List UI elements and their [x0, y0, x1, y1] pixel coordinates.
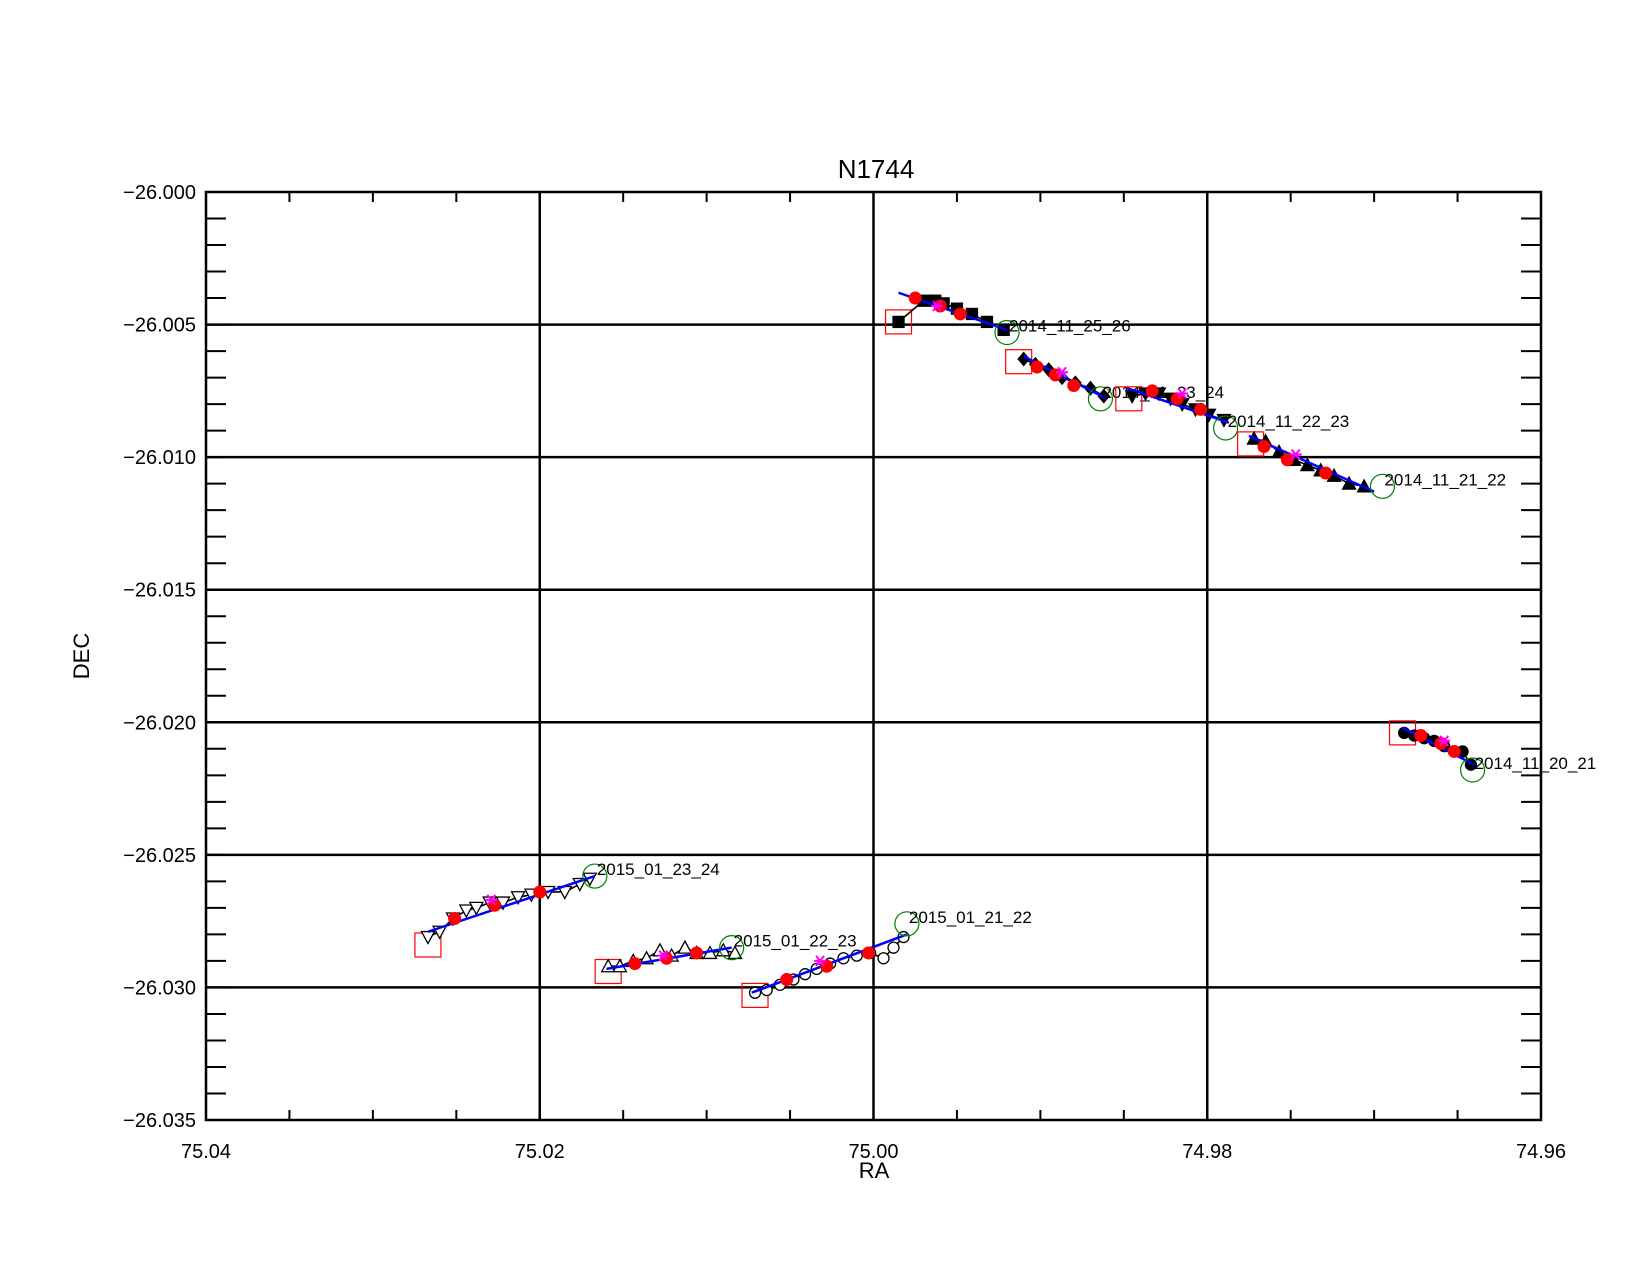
y-tick-label: −26.010 — [123, 447, 196, 469]
y-tick-label: −26.000 — [123, 182, 196, 204]
series-2015_01_22_23: 2015_01_22_23 — [594, 932, 857, 985]
data-point — [892, 315, 905, 329]
end-circle — [1213, 415, 1239, 441]
end-circle — [994, 319, 1020, 346]
red-point — [628, 957, 642, 971]
end-circle — [1087, 386, 1114, 412]
y-tick-labels: −26.000 −26.005 −26.010 −26.015 −26.020 −26.0… — [123, 182, 196, 1132]
end-circle — [1369, 473, 1396, 499]
end-circle — [719, 935, 745, 961]
magenta-marker — [814, 955, 827, 967]
series-2014_11_21_22: 2014_11_21_22 — [1237, 430, 1506, 499]
red-point — [1414, 729, 1428, 743]
data-point — [877, 952, 890, 965]
magenta-stroke — [932, 300, 942, 312]
red-point — [908, 291, 922, 305]
series-label: 2015_01_23_24 — [597, 860, 720, 879]
series-label: 2014_11_25_26 — [1009, 317, 1131, 336]
x-tick-label: 74.96 — [1516, 1141, 1566, 1163]
axis-ticks — [205, 191, 1542, 1121]
start-box — [884, 309, 913, 335]
magenta-stroke — [1439, 735, 1449, 747]
series-label: 2015_01_22_23 — [734, 932, 857, 951]
y-tick-label: −26.035 — [123, 1110, 196, 1132]
data-point — [458, 904, 474, 919]
data-point — [727, 945, 743, 960]
end-circle — [582, 863, 608, 889]
y-tick-label: −26.020 — [123, 712, 196, 734]
red-point — [820, 959, 834, 973]
x-tick-label: 74.98 — [1182, 1141, 1232, 1163]
red-point — [1194, 402, 1208, 416]
chart-title: N1744 — [838, 154, 915, 184]
y-axis-label: DEC — [69, 633, 94, 680]
fit-line — [1126, 387, 1230, 424]
end-circle — [1459, 757, 1486, 783]
red-point — [448, 911, 462, 925]
series-2014_11_25_26: 2014_11_25_26 — [884, 291, 1131, 346]
magenta-stroke — [658, 949, 669, 962]
magenta-marker — [1056, 366, 1069, 378]
series-layer: 2014_11_25_26 2014_11_23_242014_11_22_23 2… — [414, 291, 1597, 1008]
red-point — [1257, 440, 1271, 454]
magenta-stroke — [1177, 387, 1187, 400]
magenta-stroke — [815, 955, 825, 967]
series-2015_01_21_22: 2015_01_21_22 — [741, 908, 1032, 1008]
x-tick-label: 75.04 — [181, 1141, 231, 1163]
y-tick-label: −26.005 — [123, 315, 196, 337]
data-point — [468, 901, 484, 916]
magenta-stroke — [1057, 366, 1067, 378]
red-point — [1067, 379, 1081, 393]
magenta-marker — [1289, 448, 1302, 461]
red-point — [1030, 360, 1044, 374]
series-label: 2015_01_21_22 — [909, 908, 1032, 927]
red-point — [1145, 384, 1159, 398]
data-point — [510, 891, 526, 906]
red-point — [861, 946, 875, 960]
magenta-stroke — [486, 894, 497, 906]
magenta-marker — [1438, 735, 1451, 747]
end-circle — [894, 911, 920, 937]
series-label: 2014_11_21_22 — [1384, 470, 1506, 489]
data-point — [677, 939, 693, 954]
grid-lines — [206, 192, 1541, 1120]
series-2014_11_22_23: 2014_11_22_23 — [1115, 384, 1350, 441]
red-point — [1280, 453, 1294, 467]
y-tick-label: −26.025 — [123, 845, 196, 867]
x-tick-label: 75.00 — [848, 1141, 898, 1163]
red-point — [1319, 466, 1333, 480]
magenta-stroke — [1290, 448, 1301, 461]
magenta-marker — [485, 894, 498, 906]
data-point — [420, 930, 436, 945]
y-tick-label: −26.030 — [123, 977, 196, 999]
series-label: 2014_11_22_23 — [1228, 412, 1350, 431]
series-2014_11_23_24: 2014_11_23_24 — [1005, 349, 1224, 412]
red-point — [780, 972, 794, 986]
magenta-marker — [1176, 387, 1189, 400]
start-box — [1115, 386, 1143, 412]
series-2014_11_20_21: 2014_11_20_21 — [1388, 720, 1597, 783]
x-tick-label: 75.02 — [515, 1141, 565, 1163]
magenta-marker — [930, 300, 943, 312]
x-axis-label: RA — [859, 1158, 890, 1183]
y-tick-label: −26.015 — [123, 580, 196, 602]
red-point — [1447, 744, 1461, 758]
data-point — [887, 941, 900, 954]
red-point — [690, 946, 704, 960]
x-tick-labels: 75.04 75.02 75.00 74.98 74.96 — [181, 1141, 1566, 1163]
series-2015_01_23_24: 2015_01_23_24 — [414, 860, 720, 958]
red-point — [953, 307, 967, 321]
red-point — [533, 885, 547, 899]
magenta-marker — [657, 949, 670, 962]
series-label: 2014_11_20_21 — [1475, 754, 1597, 773]
